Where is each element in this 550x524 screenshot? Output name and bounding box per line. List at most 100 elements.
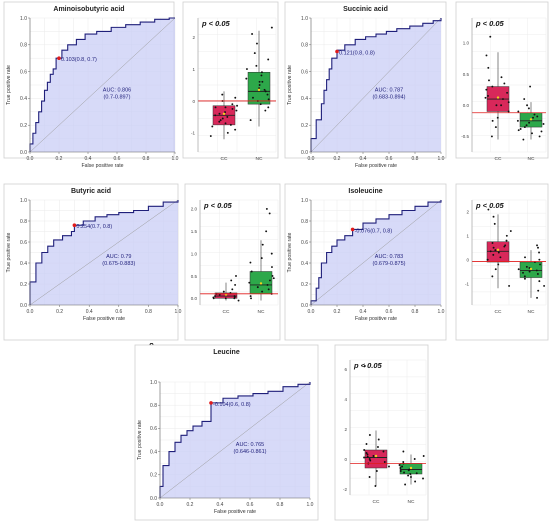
data-point	[224, 106, 227, 109]
data-point	[542, 123, 545, 125]
data-point	[527, 107, 530, 110]
data-point	[488, 79, 490, 82]
data-point	[267, 58, 270, 61]
y-tick-label: 0.6	[150, 426, 157, 432]
x-tick-label: 0.0	[308, 156, 315, 162]
x-tick-label: 0.8	[412, 309, 419, 315]
y-axis-label: True positive rate	[287, 65, 293, 105]
x-tick-label: 0.6	[386, 309, 393, 315]
data-point	[363, 449, 366, 451]
data-point	[269, 279, 271, 282]
y-tick-label: 1	[192, 67, 195, 72]
data-point	[409, 473, 412, 475]
data-point	[538, 280, 541, 283]
data-point	[245, 68, 248, 70]
data-point	[224, 111, 226, 114]
x-tick-label: 0.0	[27, 309, 34, 315]
data-point	[492, 215, 495, 218]
data-point	[369, 459, 372, 462]
roc-curve	[310, 200, 442, 305]
y-tick-label: 1.0	[463, 41, 470, 46]
x-axis-label: False positive rate	[214, 509, 256, 515]
data-point	[224, 122, 227, 125]
data-point	[517, 129, 520, 132]
chance-diagonal	[29, 17, 176, 153]
x-tick-label: CC	[495, 156, 502, 162]
data-point	[388, 465, 390, 468]
auc-ci-label: (0.675-0.883)	[102, 261, 135, 267]
data-point	[502, 98, 504, 100]
y-tick-label: -1	[191, 131, 195, 136]
data-point	[248, 281, 251, 284]
y-tick-label: 0.2	[150, 473, 157, 479]
data-point	[517, 268, 520, 271]
data-point	[265, 207, 268, 210]
data-point	[524, 256, 526, 259]
data-point	[538, 258, 541, 261]
chart-title: Succinic acid	[343, 6, 388, 13]
data-point	[526, 104, 529, 107]
data-point	[493, 222, 496, 225]
data-point	[258, 84, 261, 86]
data-point	[492, 253, 495, 256]
mean-marker	[222, 112, 226, 116]
mean-marker	[496, 96, 500, 99]
data-point	[235, 109, 238, 112]
data-point	[222, 290, 225, 293]
y-tick-label: 0.4	[20, 96, 27, 102]
data-point	[258, 87, 261, 90]
data-point	[399, 470, 402, 472]
chance-diagonal	[159, 381, 311, 499]
auc-label: AUC: 0.79	[106, 254, 131, 260]
data-point	[536, 244, 538, 247]
data-point	[543, 284, 546, 287]
y-tick-label: 1.0	[20, 198, 27, 204]
x-tick-label: NC	[256, 156, 263, 162]
data-point	[226, 115, 229, 118]
y-tick-label: 4	[344, 397, 347, 402]
x-tick-label: 1.0	[307, 502, 314, 508]
data-point	[214, 114, 217, 117]
mean-marker	[259, 282, 263, 285]
x-tick-label: 0.0	[27, 156, 34, 162]
data-point	[492, 246, 495, 249]
pvalue-label: p < 0.05	[353, 361, 383, 370]
x-tick-label: 0.8	[145, 309, 152, 315]
y-tick-label: 0	[192, 99, 195, 104]
data-point	[236, 104, 239, 107]
data-point	[231, 103, 234, 106]
data-point	[255, 64, 258, 67]
roc-chart-b: 0.0 0.2 0.4 0.6 0.8 1.0 0.0 0.2 0.4 0.6 0.8 1.0 Fals…	[284, 1, 447, 169]
data-point	[249, 295, 252, 298]
data-point	[403, 471, 406, 474]
roc-curve	[310, 18, 442, 152]
x-axis-label: False positive rate	[355, 316, 397, 322]
data-point	[494, 126, 497, 129]
data-point	[260, 71, 263, 74]
data-point	[368, 476, 371, 478]
data-point	[218, 120, 221, 123]
data-point	[519, 127, 522, 130]
y-tick-label: 0.4	[301, 261, 308, 267]
y-tick-label: 0.0	[191, 296, 198, 301]
data-point	[487, 94, 489, 97]
x-tick-label: 0.2	[334, 156, 341, 162]
cutoff-point	[209, 401, 213, 405]
data-point	[260, 257, 263, 260]
data-point	[231, 107, 234, 110]
data-point	[266, 93, 269, 96]
data-point	[231, 288, 234, 291]
y-tick-label: 1.0	[150, 380, 157, 386]
data-point	[413, 458, 416, 460]
y-tick-label: 0	[344, 457, 347, 462]
x-tick-label: NC	[258, 309, 265, 315]
data-point	[270, 252, 273, 255]
data-point	[533, 113, 536, 116]
y-tick-label: 1.5	[191, 229, 198, 234]
cutoff-point	[57, 56, 61, 60]
mean-marker	[374, 454, 378, 458]
data-point	[234, 283, 237, 286]
pvalue-label: p < 0.05	[475, 201, 505, 210]
y-tick-label: 0.6	[20, 69, 27, 75]
data-point	[267, 98, 270, 101]
